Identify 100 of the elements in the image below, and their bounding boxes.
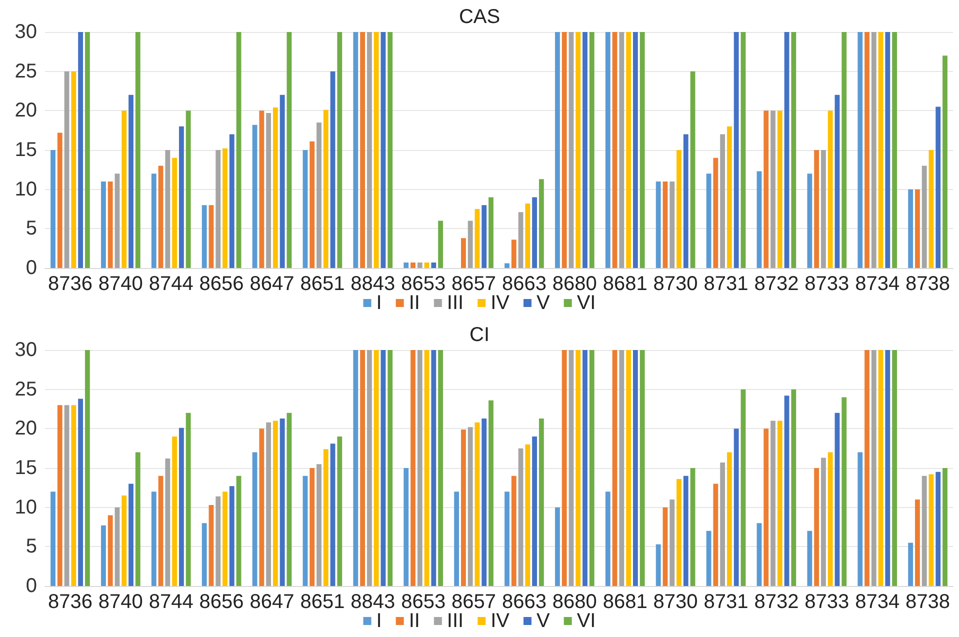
legend-label: III [446, 292, 464, 314]
bar [770, 110, 776, 268]
bar [834, 94, 840, 268]
bar [676, 150, 682, 268]
bar [404, 468, 409, 586]
bar [431, 262, 436, 268]
bar [374, 32, 379, 268]
bar [908, 542, 914, 586]
x-tick-label: 8663 [502, 273, 546, 295]
bar [740, 32, 746, 268]
bar [554, 32, 560, 268]
bar [310, 468, 315, 586]
x-tick-label: 8843 [350, 591, 396, 613]
bar [820, 150, 826, 268]
bar [834, 412, 840, 586]
bar [84, 32, 90, 268]
bar [518, 448, 524, 586]
y-tick-label: 20 [14, 418, 37, 440]
bar [323, 449, 328, 586]
x-tick-label: 8744 [148, 591, 194, 613]
bar [337, 32, 342, 268]
bar [864, 32, 870, 268]
bar [922, 166, 927, 268]
bar [114, 507, 120, 586]
x-tick-label: 8681 [602, 273, 648, 295]
bar [100, 181, 106, 268]
bar [589, 350, 594, 586]
bar [259, 110, 264, 268]
bar [366, 32, 372, 268]
x-tick-label: 8843 [350, 273, 396, 295]
legend-label: IV [490, 610, 510, 632]
bar [511, 476, 516, 586]
bar [683, 134, 688, 268]
x-tick-label: 8734 [855, 273, 900, 295]
bar [460, 429, 466, 586]
bar [858, 32, 863, 268]
bar [640, 32, 645, 268]
bar [222, 492, 228, 586]
bar [151, 492, 156, 586]
bar [582, 32, 588, 268]
x-tick-label: 8657 [452, 273, 496, 295]
bar [186, 412, 191, 586]
bar [740, 389, 746, 586]
bar [202, 523, 207, 586]
bar [424, 350, 430, 586]
bar [885, 32, 890, 268]
bar [683, 476, 688, 586]
bar [690, 468, 696, 586]
bar [360, 350, 366, 586]
x-tick-label: 8738 [906, 591, 950, 613]
bar [928, 474, 934, 586]
bar [417, 262, 422, 268]
x-tick-label: 8663 [502, 591, 546, 613]
legend-label: VI [576, 292, 596, 314]
bar [71, 71, 76, 268]
bar [626, 350, 632, 586]
bar [568, 350, 574, 586]
bar [791, 389, 796, 586]
bar [662, 507, 668, 586]
bar [777, 420, 782, 586]
x-tick-label: 8732 [754, 591, 799, 613]
bar [871, 350, 876, 586]
bar [734, 428, 739, 586]
bar [178, 126, 184, 268]
bar [57, 132, 62, 268]
bar [858, 452, 863, 586]
bar [286, 412, 292, 586]
bar [892, 32, 898, 268]
bar [784, 32, 790, 268]
legend-label: I [376, 610, 382, 632]
x-tick-label: 8740 [98, 591, 143, 613]
bar [734, 32, 739, 268]
bar [114, 174, 120, 268]
bar [208, 504, 214, 586]
bar [690, 71, 696, 268]
bar [272, 108, 278, 268]
bar [64, 405, 70, 586]
y-tick-label: 5 [26, 536, 37, 558]
bar [842, 32, 847, 268]
bar [178, 428, 184, 586]
bar [914, 499, 920, 586]
legend-label: VI [576, 610, 596, 632]
bar [128, 94, 134, 268]
legend-label: II [408, 292, 420, 314]
bar [842, 397, 847, 586]
bar [908, 189, 914, 268]
bar [310, 141, 315, 268]
bar [460, 238, 466, 268]
legend-label: I [376, 292, 382, 314]
bar [128, 484, 134, 586]
bar [828, 452, 833, 586]
x-tick-label: 8733 [804, 591, 850, 613]
bar [928, 150, 934, 268]
x-tick-label: 8736 [48, 591, 92, 613]
bar [165, 150, 170, 268]
bar [259, 428, 264, 586]
bar [568, 32, 574, 268]
bar [656, 544, 661, 586]
bar [538, 418, 544, 586]
x-tick-label: 8744 [148, 273, 194, 295]
